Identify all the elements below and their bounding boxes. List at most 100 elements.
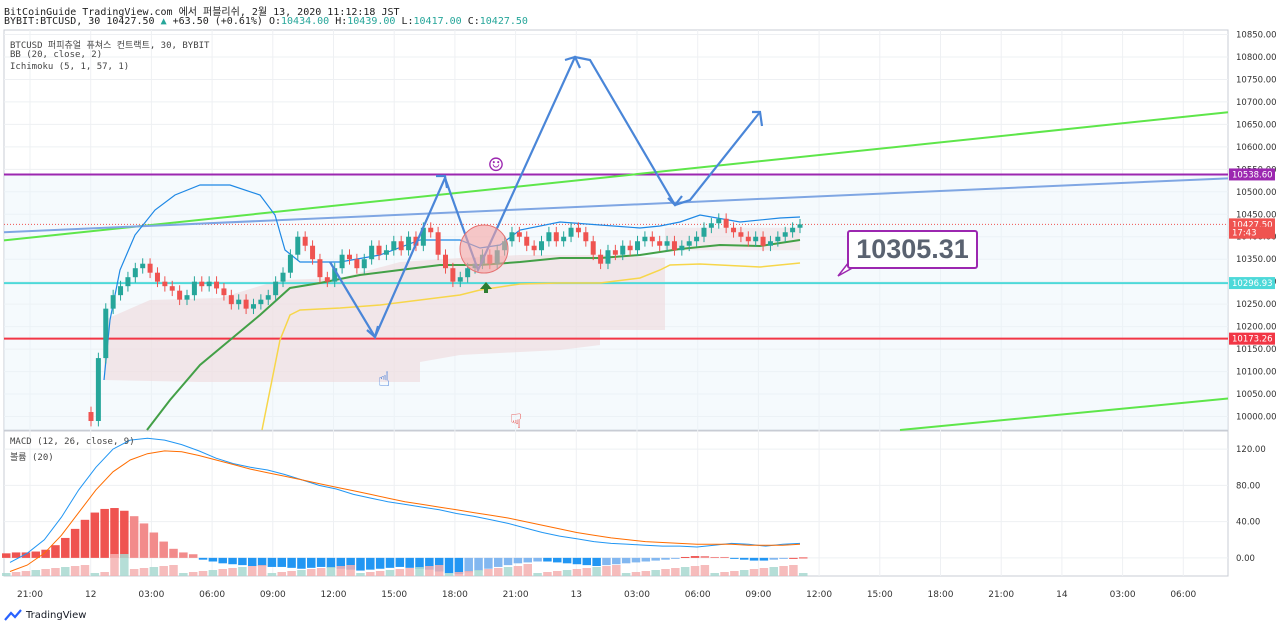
macd-histogram-bar <box>493 557 503 567</box>
macd-histogram-bar <box>671 557 680 559</box>
last-price: 10427.50 <box>106 16 155 27</box>
macd-histogram-bar <box>415 557 424 569</box>
macd-histogram-bar <box>100 508 109 558</box>
volume-bar <box>631 572 641 576</box>
candle-body <box>147 263 153 273</box>
x-tick-label: 09:00 <box>745 590 771 600</box>
volume-bar <box>139 568 149 576</box>
macd-histogram-bar <box>208 557 218 562</box>
legend-bb[interactable]: BB (20, close, 2) <box>10 50 103 60</box>
y-tick-label: 10650.00 <box>1236 120 1277 130</box>
volume-bar <box>257 565 267 576</box>
candle-body <box>324 277 330 282</box>
candle-body <box>509 232 515 242</box>
macd-histogram-bar <box>307 557 316 568</box>
x-tick-label: 03:00 <box>138 590 164 600</box>
volume-bar <box>70 566 80 576</box>
candle-body <box>642 236 648 242</box>
candle-body <box>332 268 338 282</box>
publish-info: BitCoinGuide TradingView.com 에서 퍼블리쉬, 2월… <box>4 7 400 18</box>
macd-histogram-bar <box>759 557 769 561</box>
green-trendline-upper <box>3 111 1229 242</box>
candle-body <box>295 236 301 255</box>
volume-bar <box>356 573 365 576</box>
pointing-hand-icon: ☟ <box>510 409 522 433</box>
close-value: 10427.50 <box>479 16 528 27</box>
volume-bar <box>730 571 739 576</box>
volume-bar <box>169 565 178 576</box>
buy-arrow-icon <box>480 282 492 293</box>
legend-ichimoku[interactable]: Ichimoku (5, 1, 57, 1) <box>10 62 130 72</box>
volume-bar <box>464 571 473 576</box>
tradingview-logo[interactable]: TradingView <box>4 609 86 621</box>
volume-bar <box>129 569 139 576</box>
macd-histogram-bar <box>395 557 405 567</box>
highlight-circle <box>459 224 509 274</box>
candle-body <box>110 295 116 309</box>
candle-body <box>199 281 205 287</box>
volume-bar <box>21 571 31 576</box>
volume-bar <box>513 566 523 576</box>
volume-bar <box>247 566 257 576</box>
candle-body <box>657 241 663 246</box>
legend-volume[interactable]: 볼륨 (20) <box>10 453 54 463</box>
legend-macd[interactable]: MACD (12, 26, close, 9) <box>10 437 135 447</box>
price-label-box <box>1229 277 1275 290</box>
macd-histogram-bar <box>2 553 11 558</box>
pointing-hand-icon: ☝ <box>378 367 390 391</box>
y-tick-label: 10450.00 <box>1236 210 1277 220</box>
x-tick-label: 14 <box>1056 590 1068 600</box>
candle-body <box>346 254 352 260</box>
low-value: 10417.00 <box>413 16 462 27</box>
volume-bar <box>700 565 710 576</box>
volume-bar <box>572 569 582 576</box>
macd-histogram-bar <box>474 557 483 571</box>
macd-histogram-bar <box>700 556 710 558</box>
candle-body <box>354 259 360 269</box>
candle-body <box>708 223 714 228</box>
macd-histogram-bar <box>297 557 306 569</box>
x-tick-label: 03:00 <box>624 590 650 600</box>
volume-bar <box>326 567 336 576</box>
macd-histogram-bar <box>90 512 100 558</box>
candle-body <box>465 268 471 278</box>
candle-body <box>310 245 316 260</box>
y-tick-label: 10500.00 <box>1236 188 1277 198</box>
candle-body <box>236 299 242 305</box>
macd-histogram-bar <box>247 557 257 567</box>
macd-histogram-bar <box>169 548 178 558</box>
open-label: O: <box>268 16 282 27</box>
volume-bar <box>641 571 651 576</box>
volume-bar <box>228 568 237 576</box>
candle-body <box>273 281 279 296</box>
candle-body <box>398 241 404 251</box>
candle-body <box>413 236 419 246</box>
price-annotation[interactable]: 10305.31 <box>847 230 978 269</box>
volume-bar <box>41 569 50 576</box>
candle-body <box>605 250 611 264</box>
candle-body <box>103 308 109 359</box>
volume-bar <box>621 573 631 576</box>
candle-body <box>767 241 773 246</box>
macd-histogram-bar <box>120 510 129 558</box>
volume-bar <box>749 569 759 576</box>
macd-histogram-bar <box>484 557 493 569</box>
candle-body <box>177 290 183 300</box>
macd-line <box>9 437 801 563</box>
macd-histogram-bar <box>523 557 532 563</box>
volume-bar <box>120 554 129 576</box>
candle-body <box>406 236 412 251</box>
macd-histogram-bar <box>789 557 798 559</box>
legend-main[interactable]: BTCUSD 퍼피츄얼 퓨쳐스 컨트랙트, 30, BYBIT <box>10 41 210 51</box>
x-tick-label: 12:00 <box>321 590 347 600</box>
volume-bar <box>533 573 542 576</box>
candle-body <box>339 254 345 269</box>
candle-body <box>760 236 766 246</box>
volume-bar <box>553 571 562 576</box>
arrow-head-icon <box>752 110 764 127</box>
volume-bar <box>267 573 277 576</box>
macd-histogram-bar <box>543 557 552 562</box>
x-tick-label: 18:00 <box>442 590 468 600</box>
volume-bar <box>493 568 503 576</box>
